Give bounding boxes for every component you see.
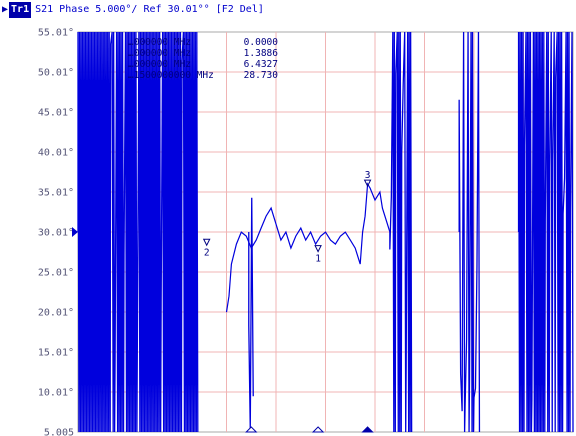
- marker-table: …000000 MHz 0.0000 …000000 MHz 1.3886 …00000…: [128, 37, 278, 81]
- marker-triangle-icon: [363, 179, 372, 188]
- marker-table-freq: …000000 MHz: [128, 48, 191, 59]
- reference-pointer-icon: [72, 226, 78, 237]
- stimulus-marker-icon: [361, 426, 374, 433]
- y-tick-label: 5.005: [44, 428, 74, 436]
- trace-label[interactable]: Tr1: [9, 2, 32, 18]
- trace-noise-burst: [77, 31, 199, 433]
- trace-title: S21 Phase 5.000°/ Ref 30.01°° [F2 Del]: [35, 4, 264, 15]
- y-axis-ticks: 55.01° 50.01° 45.01° 40.01° 35.01° 30.01° 25.0…: [38, 28, 74, 436]
- trace-noise-burst: [517, 31, 574, 433]
- marker-table-value: 6.4327: [244, 59, 278, 70]
- marker-layer: 1 2 3: [202, 170, 372, 265]
- y-tick-label: 45.01°: [38, 107, 74, 118]
- y-tick-label: 15.01°: [38, 347, 74, 358]
- marker-table-value: 28.730: [244, 70, 279, 81]
- s21-phase-trace: [225, 182, 391, 313]
- trace-header: ▶ Tr1 S21 Phase 5.000°/ Ref 30.01°° [F2 De…: [2, 2, 572, 18]
- y-tick-label: 40.01°: [38, 147, 74, 158]
- y-tick-label: 10.01°: [38, 387, 74, 398]
- marker-label: 3: [365, 170, 371, 181]
- marker-table-value: 1.3886: [244, 48, 279, 59]
- y-tick-label: 55.01°: [38, 28, 74, 39]
- trace-noise-burst: [389, 31, 413, 433]
- y-tick-label: 20.01°: [38, 307, 74, 318]
- marker-label: 2: [204, 247, 210, 258]
- marker-table-value: 0.0000: [244, 37, 279, 48]
- marker-triangle-icon: [314, 245, 322, 253]
- marker-table-freq: …1500000000 MHz: [128, 70, 214, 81]
- stimulus-marker-icon: [311, 426, 325, 433]
- marker-label: 1: [315, 254, 321, 265]
- marker-triangle-icon: [202, 238, 211, 247]
- stimulus-marker-row: [245, 426, 374, 433]
- stimulus-marker-icon: [245, 426, 258, 433]
- trace-noise-burst: [458, 31, 481, 433]
- y-tick-label: 30.01°: [38, 227, 74, 238]
- y-tick-label: 50.01°: [38, 67, 74, 78]
- marker-table-freq: …000000 MHz: [128, 37, 191, 48]
- y-tick-label: 25.01°: [38, 267, 74, 278]
- s21-trace-line: [225, 182, 391, 313]
- active-trace-arrow-icon: ▶: [2, 4, 9, 15]
- reference-pointer: [72, 226, 78, 237]
- y-tick-label: 35.01°: [38, 187, 74, 198]
- marker-table-freq: …000000 MHz: [128, 59, 191, 70]
